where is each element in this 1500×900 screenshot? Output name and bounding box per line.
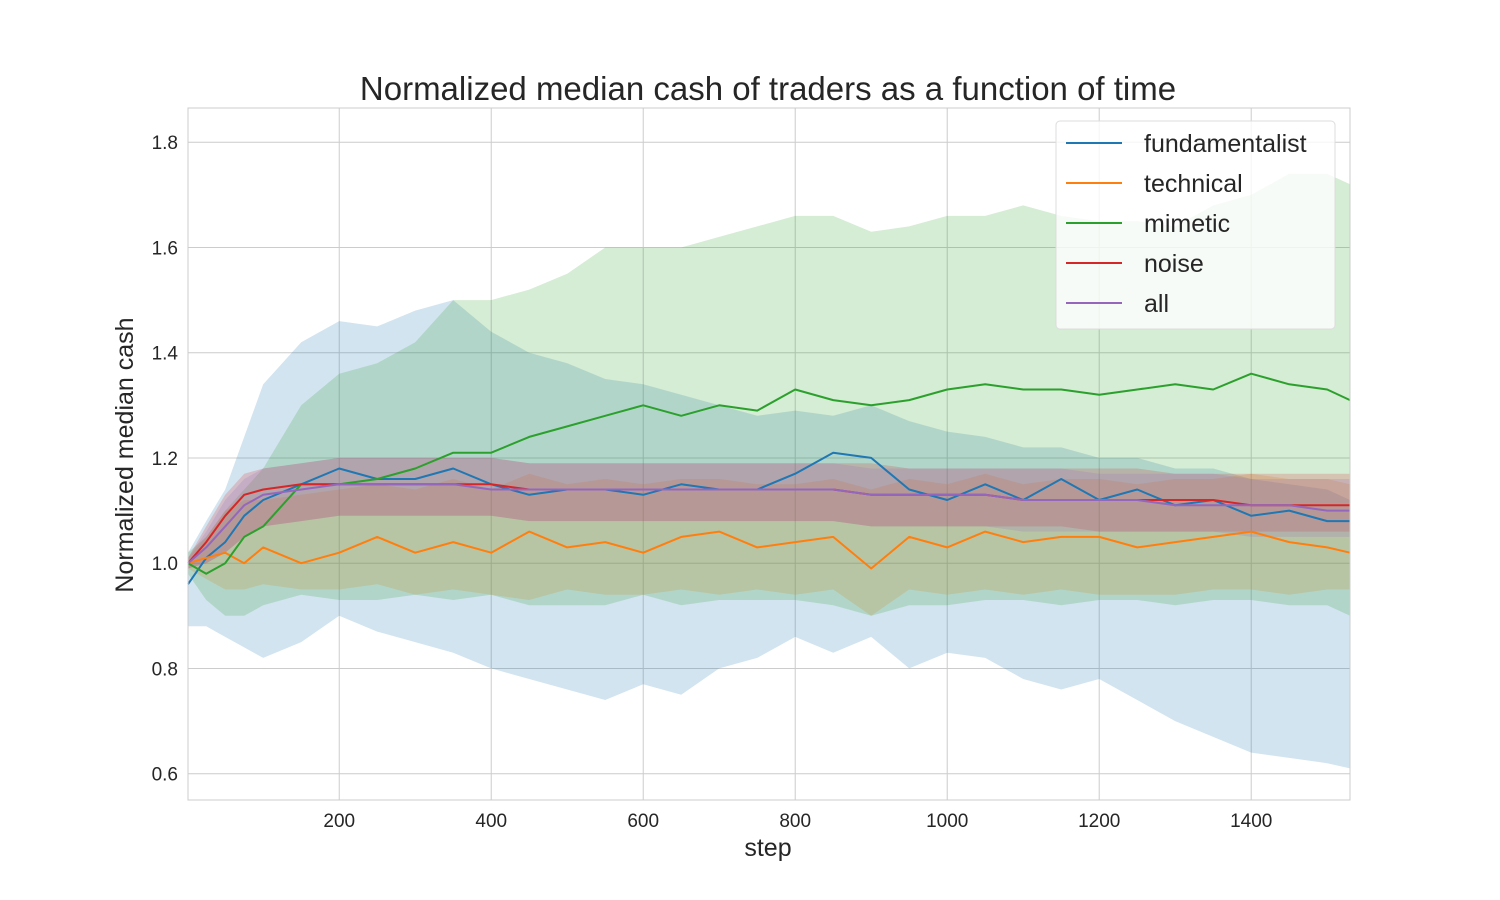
series-lines	[187, 372, 1351, 585]
x-axis-label: step	[744, 834, 791, 862]
y-tick-label: 1.8	[152, 133, 178, 154]
line-all	[187, 483, 1350, 564]
y-tick-label: 0.8	[152, 659, 178, 680]
legend-label-fundamentalist: fundamentalist	[1144, 130, 1307, 158]
band-all	[188, 457, 1350, 569]
x-tick-label: 1200	[1078, 811, 1120, 832]
y-tick-label: 0.6	[152, 765, 178, 786]
legend-label-all: all	[1144, 290, 1169, 318]
x-tick-label: 800	[779, 811, 811, 832]
line-technical	[187, 530, 1351, 570]
plot-frame	[187, 107, 1351, 801]
legend-label-mimetic: mimetic	[1144, 210, 1230, 238]
chart-title: Normalized median cash of traders as a f…	[360, 70, 1176, 107]
band-noise	[188, 457, 1350, 569]
y-tick-label: 1.6	[152, 238, 178, 259]
x-tick-label: 400	[475, 811, 507, 832]
tick-labels: 200 400 600 800 1000 1200 1400 0.6 0.8 1.0 1.2 1.4 1…	[152, 133, 1273, 832]
legend-box	[1055, 120, 1336, 330]
x-tick-label: 200	[323, 811, 355, 832]
y-tick-label: 1.4	[152, 344, 179, 365]
y-tick-label: 1.0	[152, 554, 178, 575]
y-tick-label: 1.2	[152, 449, 178, 470]
legend-label-technical: technical	[1144, 170, 1243, 198]
x-tick-label: 1400	[1230, 811, 1272, 832]
x-tick-label: 1000	[926, 811, 968, 832]
legend: fundamentalist technical mimetic noise all	[1055, 120, 1336, 330]
legend-label-noise: noise	[1144, 250, 1204, 278]
band-fundamentalist	[188, 300, 1350, 769]
y-axis-label: Normalized median cash	[111, 317, 139, 592]
x-tick-label: 600	[627, 811, 659, 832]
